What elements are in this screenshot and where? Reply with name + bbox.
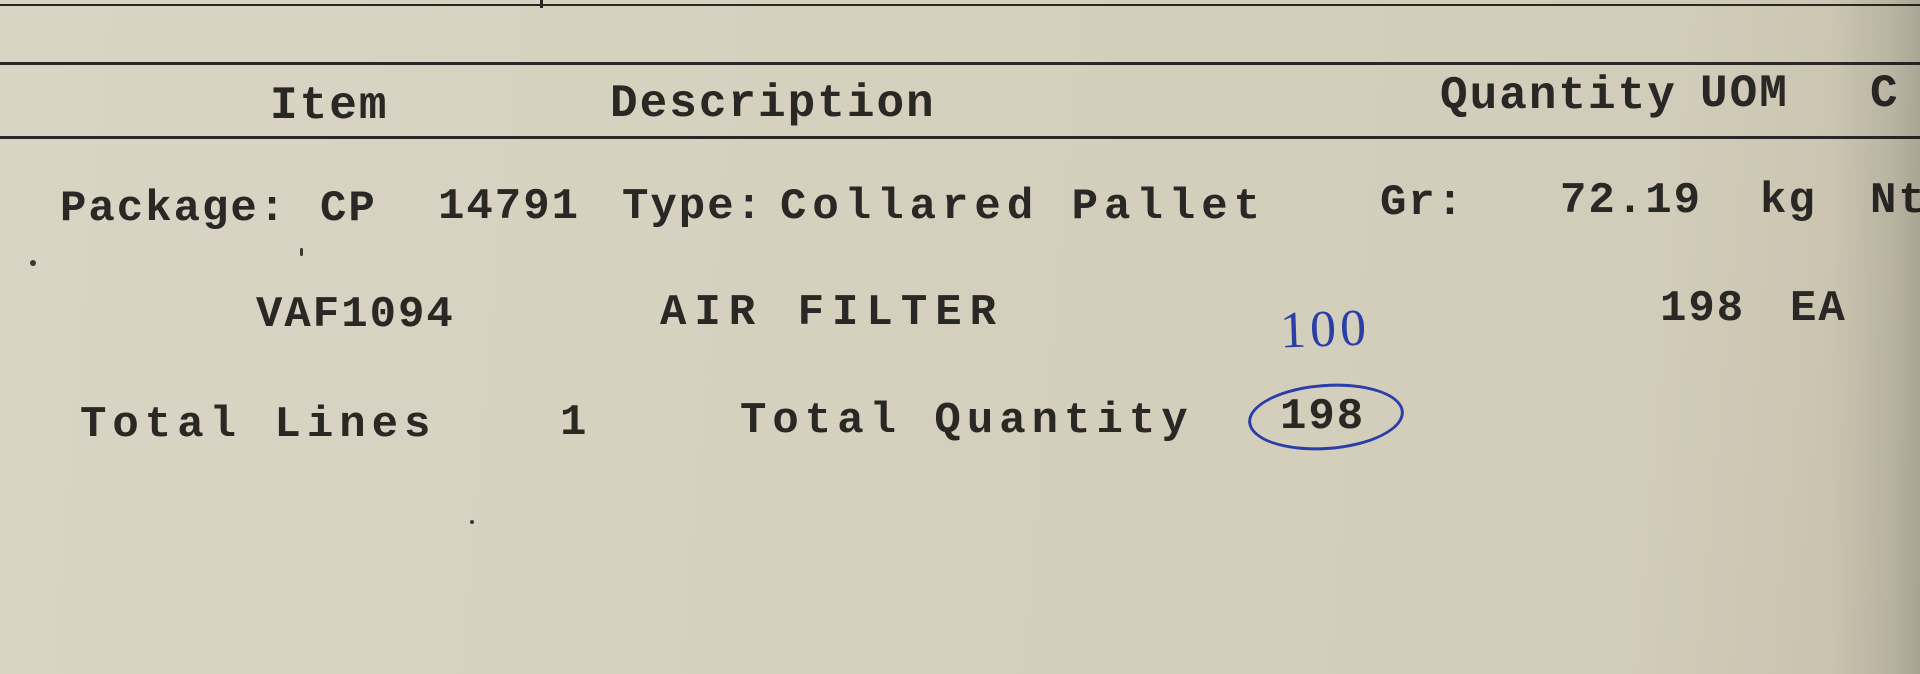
header-top-rule [0, 62, 1920, 65]
line-description: AIR FILTER [660, 288, 1004, 338]
package-type-value: Collared Pallet [780, 182, 1266, 232]
header-bottom-rule [0, 136, 1920, 139]
package-number: 14791 [438, 182, 580, 232]
paper-speck [30, 260, 36, 266]
handwritten-note: 100 [1279, 298, 1371, 360]
total-lines-value: 1 [560, 398, 588, 448]
package-type-label: Type: [622, 182, 764, 232]
gross-value: 72.19 [1560, 176, 1702, 226]
circle-annotation [1246, 379, 1406, 456]
paper-speck [300, 248, 303, 256]
top-divider-stub [540, 0, 543, 8]
line-item-code: VAF1094 [256, 290, 455, 340]
gross-label: Gr: [1380, 178, 1465, 228]
package-code: CP [320, 184, 377, 234]
paper-speck [470, 520, 474, 524]
total-qty-label: Total Quantity [740, 396, 1194, 446]
top-rule-right [540, 4, 1920, 6]
package-label: Package: [60, 184, 287, 234]
col-header-quantity: Quantity [1440, 70, 1677, 122]
total-lines-label: Total Lines [80, 400, 436, 450]
col-header-uom: UOM [1700, 68, 1789, 120]
top-rule-left [0, 4, 540, 6]
document-paper: Item Description Quantity UOM C Package:… [0, 0, 1920, 674]
col-header-description: Description [610, 78, 936, 130]
gross-unit: kg [1760, 176, 1817, 226]
paper-fold-shadow [1830, 0, 1920, 674]
col-header-item: Item [270, 80, 388, 132]
line-quantity: 198 [1660, 284, 1745, 334]
